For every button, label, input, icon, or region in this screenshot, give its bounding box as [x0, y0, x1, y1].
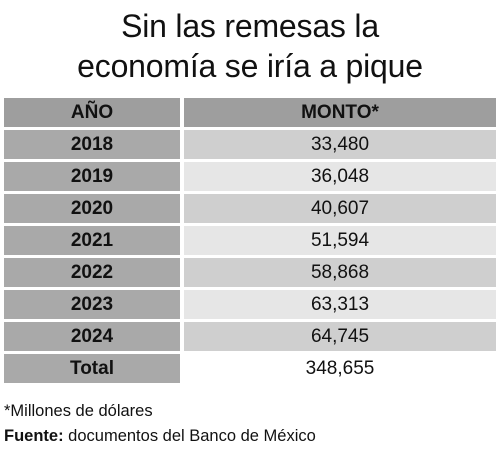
table-row: 2020 40,607: [4, 194, 496, 223]
year-cell: 2018: [4, 130, 180, 159]
chart-title: Sin las remesas la economía se iría a pi…: [0, 6, 500, 86]
column-header-year: AÑO: [4, 98, 180, 127]
total-label-cell: Total: [4, 354, 180, 383]
table-header-row: AÑO MONTO*: [4, 98, 496, 127]
remittances-table: AÑO MONTO* 2018 33,480 2019 36,048 2020 …: [4, 95, 496, 386]
total-amount-cell: 348,655: [184, 354, 496, 383]
source-label: Fuente:: [4, 427, 64, 445]
year-cell: 2022: [4, 258, 180, 287]
year-cell: 2023: [4, 290, 180, 319]
amount-cell: 40,607: [184, 194, 496, 223]
table-row: 2022 58,868: [4, 258, 496, 287]
table-total-row: Total 348,655: [4, 354, 496, 383]
amount-cell: 51,594: [184, 226, 496, 255]
amount-cell: 58,868: [184, 258, 496, 287]
title-line-2: economía se iría a pique: [77, 48, 423, 84]
column-gap: [180, 322, 184, 351]
column-gap: [180, 226, 184, 255]
table-row: 2024 64,745: [4, 322, 496, 351]
amount-cell: 33,480: [184, 130, 496, 159]
table-row: 2023 63,313: [4, 290, 496, 319]
year-cell: 2020: [4, 194, 180, 223]
year-cell: 2021: [4, 226, 180, 255]
column-gap: [180, 194, 184, 223]
column-gap: [180, 98, 184, 127]
footnote: *Millones de dólares: [4, 402, 153, 420]
column-gap: [180, 290, 184, 319]
column-gap: [180, 258, 184, 287]
table-row: 2019 36,048: [4, 162, 496, 191]
year-cell: 2024: [4, 322, 180, 351]
table-row: 2018 33,480: [4, 130, 496, 159]
amount-cell: 36,048: [184, 162, 496, 191]
source-note: Fuente: documentos del Banco de México: [4, 425, 316, 447]
year-cell: 2019: [4, 162, 180, 191]
source-text: documentos del Banco de México: [63, 427, 316, 445]
column-gap: [180, 162, 184, 191]
table-row: 2021 51,594: [4, 226, 496, 255]
amount-cell: 64,745: [184, 322, 496, 351]
column-gap: [180, 130, 184, 159]
column-gap: [180, 354, 184, 383]
title-line-1: Sin las remesas la: [121, 8, 379, 44]
amount-cell: 63,313: [184, 290, 496, 319]
column-header-amount: MONTO*: [184, 98, 496, 127]
